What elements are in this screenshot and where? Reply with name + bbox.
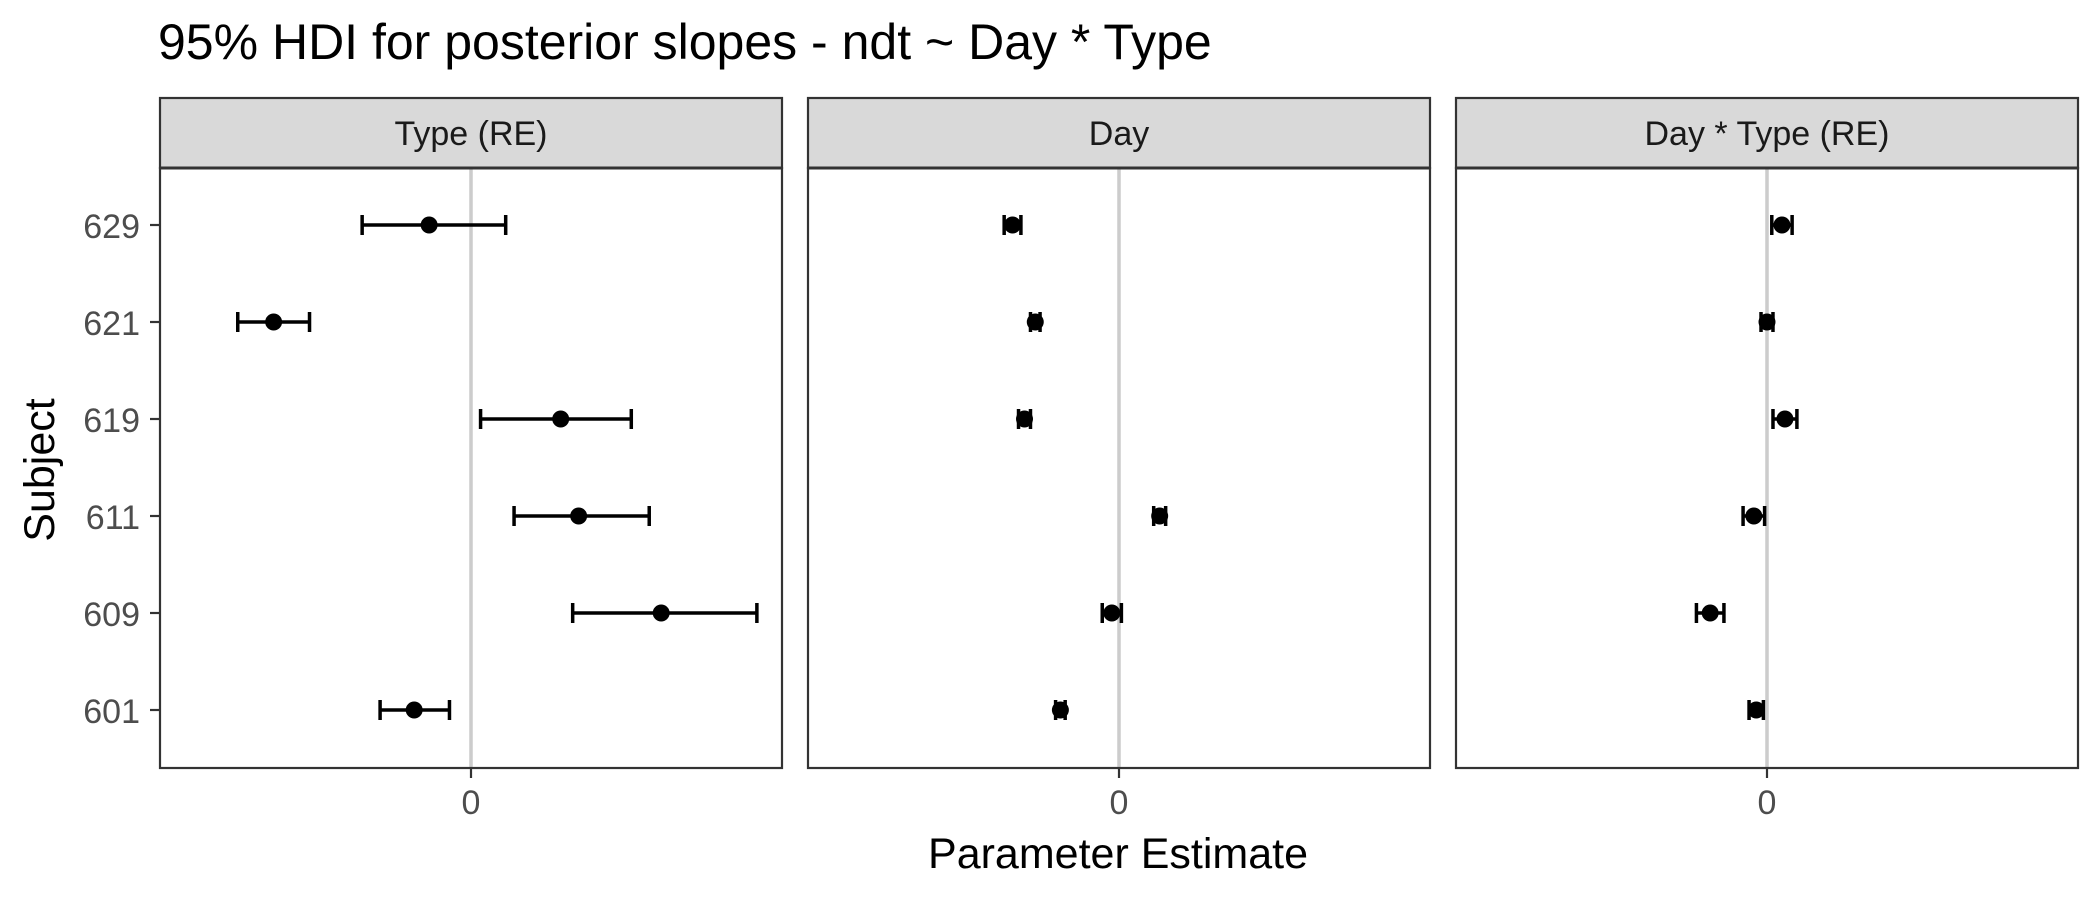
y-tick-label: 621 — [83, 305, 140, 343]
facet-strip — [806, 96, 1432, 170]
estimate-point — [1004, 216, 1022, 234]
estimate-point — [1758, 313, 1776, 331]
estimate-point — [265, 313, 283, 331]
facet-panel: Day 0 — [806, 96, 1432, 822]
x-tick-label: 0 — [1758, 784, 1777, 822]
facet-strip-label: Type (RE) — [394, 115, 547, 153]
y-axis-title: Subject — [16, 398, 64, 541]
estimate-point — [1151, 507, 1169, 525]
estimate-point — [1016, 410, 1034, 428]
estimate-point — [1745, 507, 1763, 525]
facet-strip — [1454, 96, 2080, 170]
facet-panels: Type (RE) 0 Day 0 Day * Type (RE) 0 — [158, 96, 2080, 822]
estimate-point — [1026, 313, 1044, 331]
estimate-point — [1773, 216, 1791, 234]
y-tick-label: 611 — [86, 499, 140, 537]
x-tick-label: 0 — [1110, 784, 1129, 822]
estimate-point — [405, 701, 423, 719]
estimate-point — [1701, 604, 1719, 622]
facet-panel: Day * Type (RE) 0 — [1454, 96, 2080, 822]
chart-title: 95% HDI for posterior slopes - ndt ~ Day… — [158, 14, 1212, 70]
facet-panel: Type (RE) 0 — [158, 96, 784, 822]
estimate-point — [570, 507, 588, 525]
facet-strip-label: Day — [1089, 115, 1149, 153]
x-axis-title: Parameter Estimate — [928, 830, 1308, 878]
y-tick-label: 601 — [83, 693, 140, 731]
estimate-point — [1103, 604, 1121, 622]
estimate-point — [420, 216, 438, 234]
x-tick-label: 0 — [462, 784, 481, 822]
estimate-point — [1776, 410, 1794, 428]
estimate-point — [652, 604, 670, 622]
y-tick-label: 609 — [83, 596, 140, 634]
y-tick-label: 629 — [83, 208, 140, 246]
y-axis: 629 621 619 611 609 601 — [83, 208, 160, 731]
estimate-point — [1747, 701, 1765, 719]
estimate-point — [552, 410, 570, 428]
facet-strip-label: Day * Type (RE) — [1644, 115, 1889, 153]
estimate-point — [1051, 701, 1069, 719]
y-tick-label: 619 — [83, 402, 140, 440]
